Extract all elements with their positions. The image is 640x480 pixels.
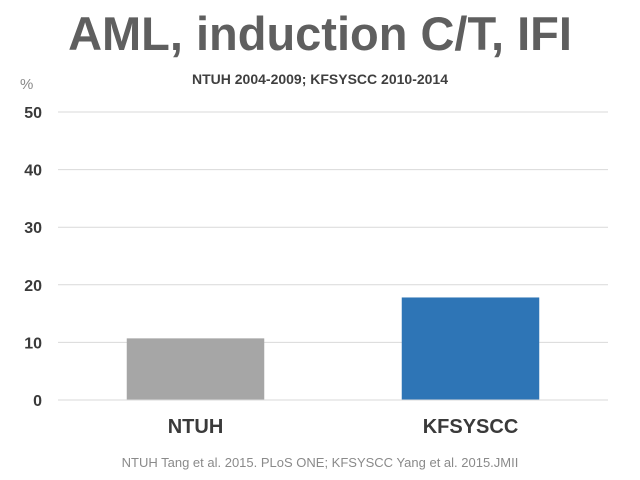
chart-subtitle: NTUH 2004-2009; KFSYSCC 2010-2014 [191, 71, 448, 87]
x-category-label: KFSYSCC [423, 416, 519, 438]
y-tick-label: 0 [33, 393, 42, 410]
y-axis-unit-label: % [20, 76, 34, 93]
y-tick-label: 40 [24, 163, 42, 180]
chart-title: AML, induction C/T, IFI [68, 7, 572, 60]
y-tick-label: 10 [24, 335, 42, 352]
bars [126, 297, 540, 400]
y-axis-ticks: 0 10 20 30 40 50 [24, 105, 42, 410]
bar-ntuh [126, 338, 265, 400]
x-category-label: NTUH [168, 416, 224, 438]
y-tick-label: 50 [24, 105, 42, 122]
y-tick-label: 30 [24, 220, 42, 237]
x-axis-categories: NTUH KFSYSCC [168, 416, 519, 438]
y-tick-label: 20 [24, 278, 42, 295]
bar-kfsyscc [401, 297, 540, 400]
citation-footnote: NTUH Tang et al. 2015. PLoS ONE; KFSYSCC… [121, 455, 519, 470]
